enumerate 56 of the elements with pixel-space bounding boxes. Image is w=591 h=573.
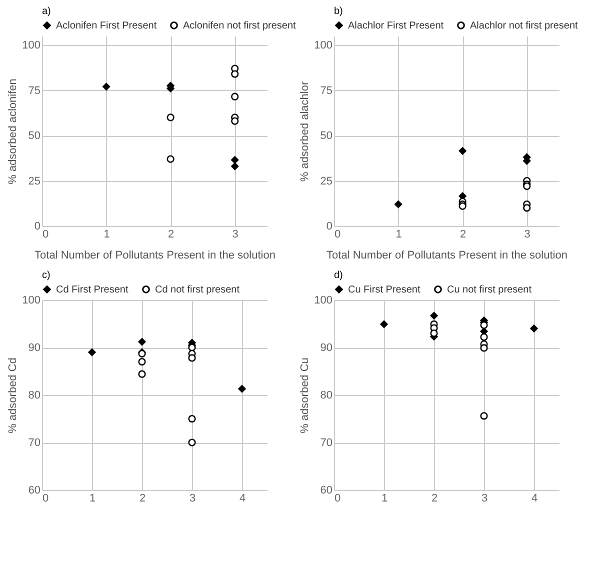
- x-tick-label: 2: [431, 492, 438, 504]
- x-tick-label: 0: [334, 228, 341, 240]
- x-tick-label: 4: [531, 492, 538, 504]
- y-tick-label: 25: [28, 175, 40, 188]
- text: d): [334, 270, 343, 281]
- x-tick-label: 3: [232, 228, 238, 240]
- x-axis-title: Total Number of Pollutants Present in the solution: [34, 250, 276, 262]
- y-axis-title: % adsorbed Cd: [7, 358, 20, 434]
- y-axis-title: % adsorbed alachlor: [299, 81, 312, 182]
- legend-label: Cu First Present: [348, 284, 420, 296]
- y-tick-label: 60: [320, 484, 332, 496]
- y-tick-label: 70: [320, 437, 332, 449]
- x-tick-label: 1: [104, 228, 110, 240]
- x-tick-label: 3: [481, 492, 488, 504]
- y-tick-label: 90: [320, 342, 332, 354]
- x-tick-label: 0: [42, 228, 49, 240]
- legend-label: Alachlor not first present: [470, 20, 578, 32]
- y-tick-label: 50: [28, 130, 40, 142]
- x-axis-title: Total Number of Pollutants Present in the solution: [326, 250, 568, 262]
- legend-label: Aclonifen not first present: [183, 20, 296, 32]
- x-tick-label: 3: [189, 492, 196, 504]
- x-tick-label: 3: [524, 228, 530, 240]
- y-tick-label: 100: [314, 294, 332, 306]
- y-tick-label: 60: [28, 484, 40, 496]
- x-tick-label: 2: [139, 492, 146, 504]
- y-tick-label: 100: [22, 294, 40, 306]
- y-tick-label: 25: [320, 175, 332, 188]
- y-tick-label: 70: [28, 437, 40, 449]
- text: c): [42, 270, 50, 281]
- y-tick-label: 0: [34, 220, 40, 232]
- y-tick-label: 0: [326, 220, 332, 232]
- x-tick-label: 2: [168, 228, 174, 240]
- y-tick-label: 80: [320, 390, 332, 402]
- legend-label: Alachlor First Present: [348, 20, 444, 32]
- x-tick-label: 0: [334, 492, 341, 504]
- legend-label: Aclonifen First Present: [56, 20, 157, 32]
- text: a): [42, 6, 51, 17]
- y-tick-label: 100: [314, 40, 332, 52]
- y-tick-label: 90: [28, 342, 40, 354]
- y-tick-label: 100: [22, 40, 40, 52]
- y-tick-label: 75: [320, 84, 332, 97]
- x-tick-label: 2: [460, 228, 466, 240]
- x-tick-label: 1: [89, 492, 96, 504]
- y-axis-title: % adsorbed aclonifen: [7, 78, 20, 184]
- y-tick-label: 50: [320, 130, 332, 142]
- legend-label: Cd First Present: [56, 284, 128, 296]
- x-tick-label: 1: [396, 228, 402, 240]
- y-tick-label: 80: [28, 390, 40, 402]
- legend-label: Cd not first present: [155, 284, 240, 296]
- x-tick-label: 1: [381, 492, 388, 504]
- legend-label: Cu not first present: [447, 284, 532, 296]
- text: b): [334, 6, 343, 17]
- y-axis-title: % adsorbed Cu: [299, 358, 312, 434]
- x-tick-label: 4: [239, 492, 246, 504]
- x-tick-label: 0: [42, 492, 49, 504]
- y-tick-label: 75: [28, 84, 40, 97]
